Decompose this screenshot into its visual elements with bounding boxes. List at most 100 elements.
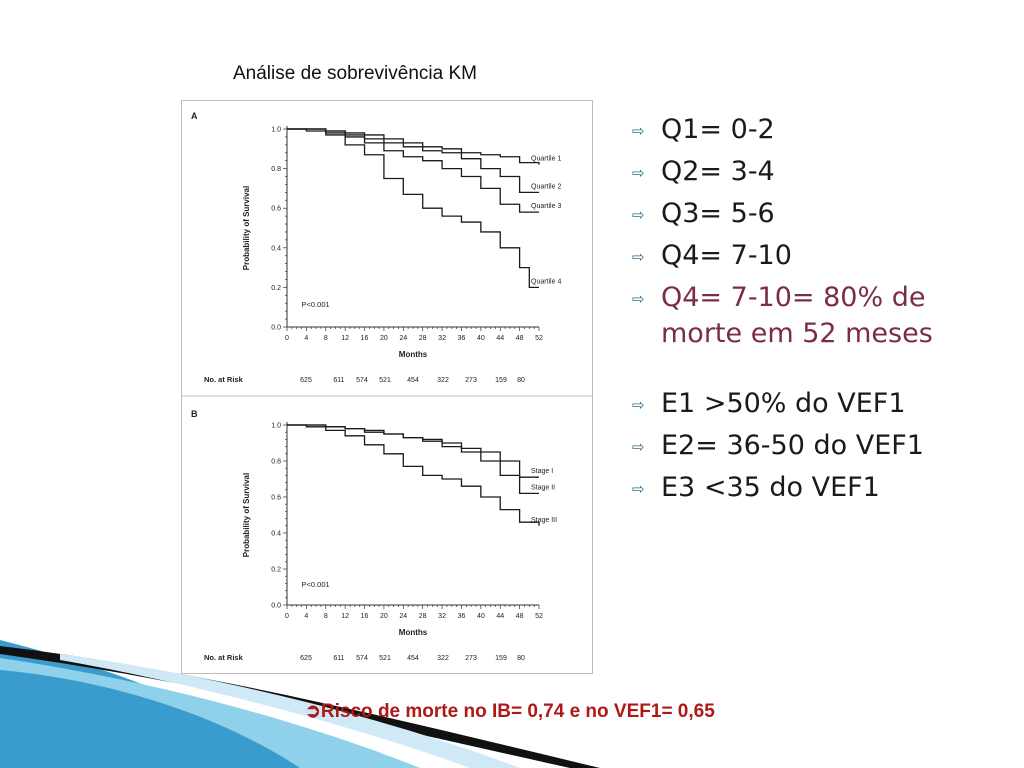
panel-b-y-tick-label: 0.0 — [271, 603, 281, 610]
panel-a-series-label: Quartile 3 — [531, 203, 561, 210]
panel-a-x-tick-label: 40 — [477, 335, 485, 342]
panel-a-y-axis-label: Probability of Survival — [242, 186, 251, 270]
bullet-item: ⇨ Q4= 7-10 — [632, 238, 1012, 274]
panel-b-risk-count: 611 — [333, 655, 344, 662]
panel-a-p-value: P<0.001 — [302, 300, 330, 309]
bullet-text: Q4= 7-10 — [661, 240, 792, 271]
panel-a-letter: A — [191, 111, 198, 121]
panel-a-x-tick-label: 28 — [419, 335, 427, 342]
hollow-right-arrow-icon: ⇨ — [632, 164, 645, 182]
panel-b-y-tick-label: 0.4 — [271, 531, 281, 538]
panel-b-x-tick-label: 16 — [361, 613, 369, 620]
panel-a-y-tick-label: 0.8 — [271, 166, 281, 173]
panel-b-series-line — [287, 424, 539, 478]
panel-b-series-line — [287, 424, 540, 526]
panel-a-x-tick-label: 4 — [304, 335, 308, 342]
panel-a-x-tick-label: 48 — [516, 335, 524, 342]
panel-a-risk-count: 80 — [517, 377, 525, 384]
panel-b-letter: B — [191, 409, 198, 419]
panel-a-x-tick-label: 8 — [324, 335, 328, 342]
panel-b-risk-count: 80 — [517, 655, 525, 662]
bullet-text: Q1= 0-2 — [661, 114, 775, 145]
panel-b-x-tick-label: 36 — [458, 613, 466, 620]
decorative-swoosh — [0, 640, 600, 768]
km-survival-charts: A0 4 8 12 16 20 24 28 32 36 40 44 48 520.00.20.40.60.… — [182, 111, 592, 662]
km-figure: A 0 4 8 12 16 20 24 28 32 36 40 44 48 52 0.0 0.2 0.4 0.6 0.… — [181, 100, 593, 674]
panel-a-x-tick-label: 24 — [399, 335, 407, 342]
bullet-text: E1 >50% do VEF1 — [661, 388, 906, 419]
panel-b-x-tick-label: 8 — [324, 613, 328, 620]
bullet-item: ⇨ Q3= 5-6 — [632, 196, 1012, 232]
bullet-item: ⇨ Q1= 0-2 — [632, 112, 1012, 148]
hollow-right-arrow-icon: ⇨ — [632, 438, 645, 456]
panel-a-risk-count: 574 — [356, 377, 368, 384]
panel-a-x-tick-label: 32 — [438, 335, 446, 342]
hollow-right-arrow-icon: ⇨ — [632, 122, 645, 140]
panel-b-p-value: P<0.001 — [302, 580, 330, 589]
panel-b-series-line — [287, 424, 539, 495]
panel-a-risk-label: No. at Risk — [204, 375, 244, 384]
panel-a-series-label: Quartile 1 — [531, 156, 561, 163]
bullet-text: Q4= 7-10= 80% de morte em 52 meses — [661, 282, 933, 349]
bullet-item: ⇨ Q2= 3-4 — [632, 154, 1012, 190]
footer-arrow-icon: ➲ — [305, 701, 321, 722]
panel-a-x-tick-label: 36 — [458, 335, 466, 342]
bullet-text: E3 <35 do VEF1 — [661, 472, 880, 503]
panel-b-y-tick-label: 0.8 — [271, 459, 281, 466]
panel-b-y-tick-label: 0.2 — [271, 567, 281, 574]
panel-a-series-line — [287, 128, 539, 289]
panel-a-y-tick-label: 0.4 — [271, 245, 281, 252]
panel-b-risk-count: 521 — [379, 655, 391, 662]
footer-note: ➲Risco de morte no IB= 0,74 e no VEF1= 0… — [305, 700, 715, 723]
panel-b-x-tick-label: 48 — [516, 613, 524, 620]
panel-a-risk-count: 322 — [437, 377, 449, 384]
panel-a-series-label: Quartile 2 — [531, 183, 561, 190]
bullet-text: Q3= 5-6 — [661, 198, 775, 229]
panel-a-series-label: Quartile 4 — [531, 278, 561, 285]
panel-a-risk-count: 454 — [407, 377, 419, 384]
panel-b-x-tick-label: 4 — [304, 613, 308, 620]
panel-a-y-tick-label: 0.6 — [271, 206, 281, 213]
panel-b-x-tick-label: 20 — [380, 613, 388, 620]
panel-b-risk-count: 574 — [356, 655, 368, 662]
panel-b-x-tick-label: 52 — [535, 613, 543, 620]
panel-b-y-tick-label: 1.0 — [271, 423, 281, 430]
hollow-right-arrow-icon: ⇨ — [632, 206, 645, 224]
panel-a-x-axis-label: Months — [399, 350, 428, 359]
bullet-item: ⇨ E3 <35 do VEF1 — [632, 470, 1012, 506]
panel-a-x-tick-label: 44 — [496, 335, 504, 342]
panel-a-x-tick-label: 0 — [285, 335, 289, 342]
bullet-text: E2= 36-50 do VEF1 — [661, 430, 924, 461]
panel-b-series-label: Stage II — [531, 484, 555, 491]
panel-b-risk-count: 273 — [465, 655, 477, 662]
panel-a-x-tick-label: 52 — [535, 335, 543, 342]
hollow-right-arrow-icon: ⇨ — [632, 290, 645, 308]
panel-a-risk-count: 625 — [300, 377, 312, 384]
panel-b-risk-label: No. at Risk — [204, 653, 244, 662]
bullet-item: ⇨ Q4= 7-10= 80% de morte em 52 meses — [632, 280, 1012, 352]
bullet-text: Q2= 3-4 — [661, 156, 775, 187]
hollow-right-arrow-icon: ⇨ — [632, 248, 645, 266]
panel-a-y-tick-label: 0.2 — [271, 285, 281, 292]
panel-b-x-tick-label: 24 — [399, 613, 407, 620]
panel-b-risk-count: 322 — [437, 655, 449, 662]
panel-b-x-tick-label: 28 — [419, 613, 427, 620]
panel-b-x-tick-label: 40 — [477, 613, 485, 620]
panel-a-y-tick-label: 1.0 — [271, 127, 281, 134]
panel-b-x-tick-label: 44 — [496, 613, 504, 620]
panel-a-y-tick-label: 0.0 — [271, 325, 281, 332]
panel-a-series-line — [287, 128, 539, 194]
hollow-right-arrow-icon: ⇨ — [632, 480, 645, 498]
bullet-item: ⇨ E1 >50% do VEF1 — [632, 386, 1012, 422]
bullet-item: ⇨ E2= 36-50 do VEF1 — [632, 428, 1012, 464]
panel-b-y-axis-label: Probability of Survival — [242, 473, 251, 557]
panel-a-risk-count: 273 — [465, 377, 477, 384]
hollow-right-arrow-icon: ⇨ — [632, 396, 645, 414]
panel-a-x-tick-label: 16 — [361, 335, 369, 342]
panel-a-risk-count: 159 — [495, 377, 507, 384]
panel-a-x-tick-label: 12 — [341, 335, 349, 342]
footer-text: Risco de morte no IB= 0,74 e no VEF1= 0,… — [320, 701, 715, 722]
panel-b-risk-count: 454 — [407, 655, 419, 662]
panel-a-x-tick-label: 20 — [380, 335, 388, 342]
panel-a-risk-count: 521 — [379, 377, 391, 384]
